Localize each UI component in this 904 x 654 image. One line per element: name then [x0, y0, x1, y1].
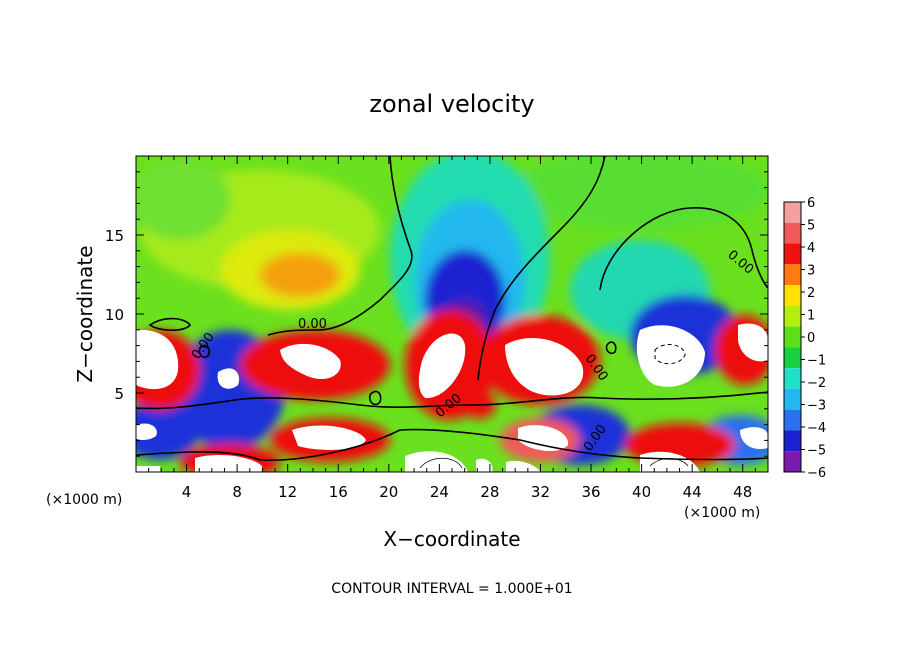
- x-unit-right: (×1000 m): [684, 505, 760, 521]
- colorbar-label: −2: [807, 376, 826, 391]
- x-unit-left: (×1000 m): [46, 492, 122, 508]
- colorbar-swatch: [784, 305, 801, 327]
- x-tick-label: 48: [733, 483, 752, 501]
- colorbar-swatch: [784, 347, 801, 369]
- contour-interval-note: CONTOUR INTERVAL = 1.000E+01: [331, 581, 572, 597]
- y-tick-label: 5: [114, 385, 124, 403]
- colorbar-label: −4: [807, 421, 826, 436]
- colorbar-swatch: [784, 326, 801, 348]
- y-tick-label: 10: [105, 306, 124, 324]
- x-axis: 4 8 12 16 20 24 28 32 36 40 44 48: [148, 156, 756, 501]
- x-tick-label: 36: [581, 483, 600, 501]
- colorbar-label: 5: [807, 219, 815, 234]
- colorbar-swatch: [784, 264, 801, 286]
- contour-thin-loop-right: [649, 458, 689, 467]
- colorbar-swatch: [784, 430, 801, 452]
- colorbar-swatch: [784, 243, 801, 265]
- colorbar-label: −6: [807, 466, 826, 481]
- colorbar-label: −1: [807, 354, 826, 369]
- colorbar-label: 3: [807, 264, 815, 279]
- chart-title: zonal velocity: [369, 90, 534, 118]
- colorbar-label: 4: [807, 241, 815, 256]
- contour-label: 0.00: [298, 317, 327, 332]
- colorbar-label: 0: [807, 331, 815, 346]
- contour-zero-lower: [136, 391, 768, 410]
- x-tick-label: 40: [632, 483, 651, 501]
- x-tick-label: 44: [683, 483, 702, 501]
- y-tick-label: 15: [105, 227, 124, 245]
- x-tick-label: 20: [379, 483, 398, 501]
- colorbar-label: 6: [807, 196, 815, 211]
- colorbar-label: −3: [807, 399, 826, 414]
- colorbar-swatch: [784, 409, 801, 431]
- contour-small-loop: [368, 390, 382, 406]
- contour-loop-b: [605, 341, 617, 355]
- x-tick-label: 16: [329, 483, 348, 501]
- colorbar-swatch: [784, 368, 801, 389]
- saturated-regions: [136, 323, 768, 472]
- x-tick-label: 8: [232, 483, 242, 501]
- colorbar-swatch: [784, 222, 801, 244]
- contour-loop-a: [198, 344, 210, 359]
- contour-zero-left-top: [148, 317, 191, 332]
- x-axis-label: X−coordinate: [383, 527, 520, 551]
- contour-thin-loop: [419, 457, 463, 469]
- plot-area: 0.00 0.00 0.00 0.00 0.00 0.00: [136, 156, 768, 472]
- x-tick-label: 32: [531, 483, 550, 501]
- colorbar-swatch: [784, 388, 801, 410]
- contour-zero-main: [267, 156, 413, 336]
- y-axis: 5 10 15: [105, 171, 768, 457]
- contour-zero-loop-right: [599, 207, 768, 291]
- colorbar-swatch: [784, 285, 801, 306]
- colorbar-swatch: [784, 451, 801, 472]
- contour-zero-bottom: [136, 428, 768, 462]
- x-tick-label: 24: [430, 483, 449, 501]
- contour-lines: [136, 156, 768, 469]
- colorbar-label: −5: [807, 444, 826, 459]
- colorbar-label: 2: [807, 286, 815, 301]
- velocity-field: [136, 156, 768, 472]
- x-tick-label: 28: [480, 483, 499, 501]
- contour-zero-upper-right: [477, 156, 606, 381]
- colorbar-label: 1: [807, 309, 815, 324]
- y-axis-label: Z−coordinate: [73, 245, 97, 382]
- colorbar: 6 5 4 3 2 1 0 −1 −2 −3 −4 −5 −6: [783, 196, 826, 481]
- contour-dashed-loop: [654, 344, 686, 365]
- x-tick-label: 12: [278, 483, 297, 501]
- x-tick-label: 4: [182, 483, 192, 501]
- colorbar-swatch: [784, 202, 801, 223]
